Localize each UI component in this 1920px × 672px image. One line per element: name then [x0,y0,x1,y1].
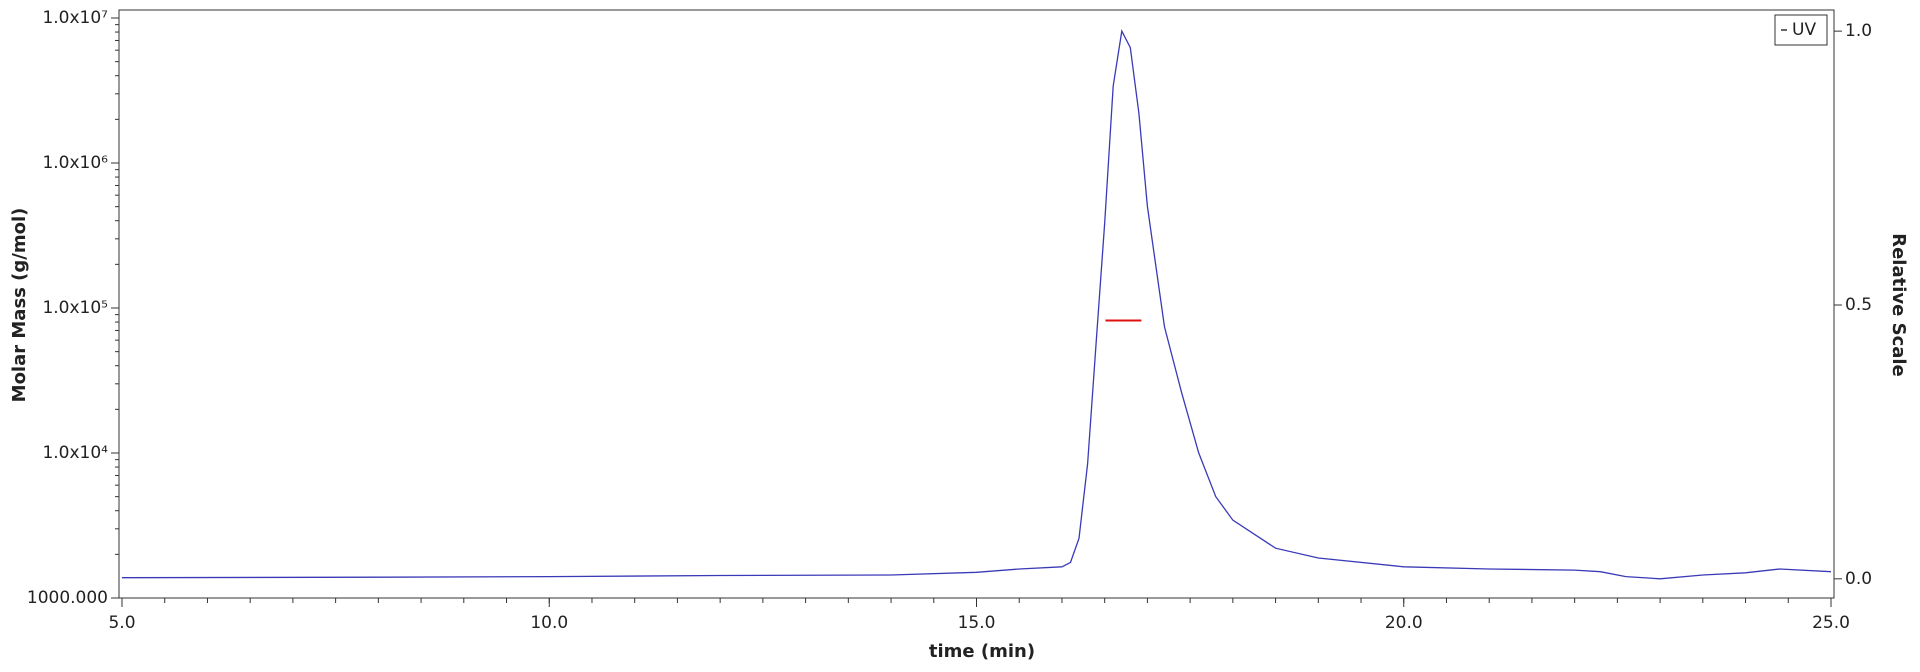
x-tick-label: 5.0 [108,613,135,633]
legend-label: UV [1792,20,1816,40]
line-series [121,29,1832,580]
y-axis-label: Molar Mass (g/mol) [9,208,30,403]
y-tick-label: 1.0x10⁶ [42,153,108,173]
x-tick-label: 25.0 [1812,613,1850,633]
x-tick-label: 20.0 [1385,613,1423,633]
y2-axis-label: Relative Scale [1888,233,1909,377]
plot-frame [118,9,1835,599]
y-tick-label: 1.0x10⁷ [42,8,108,28]
legend: UV [1774,14,1828,46]
x-axis-label: time (min) [929,641,1035,662]
y2-tick-label: 1.0 [1845,21,1872,41]
y-tick-label: 1000.000 [27,588,108,608]
y2-tick-label: 0.5 [1845,295,1872,315]
x-tick-label: 10.0 [530,613,568,633]
y-tick-label: 1.0x10⁵ [42,298,108,318]
y-tick-label: 1.0x10⁴ [42,443,108,463]
y2-tick-label: 0.0 [1845,569,1872,589]
x-tick-label: 15.0 [958,613,996,633]
